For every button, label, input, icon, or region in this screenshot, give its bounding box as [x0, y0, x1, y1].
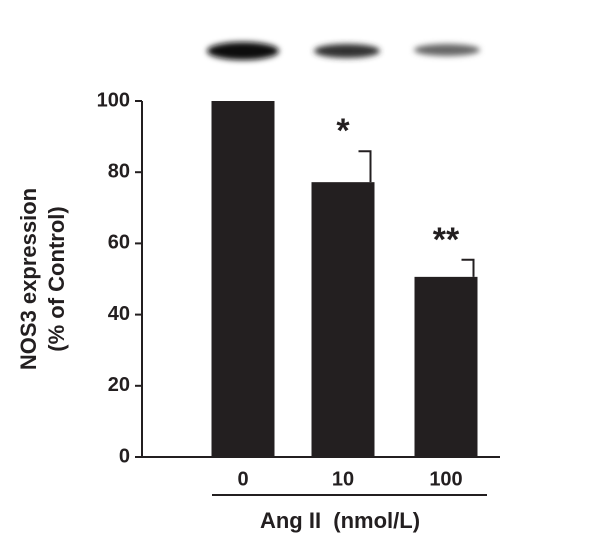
bar — [211, 101, 275, 457]
y-tick-label: 80 — [108, 160, 130, 182]
error-bar — [461, 258, 475, 277]
y-tick-label: 100 — [97, 89, 130, 111]
y-axis-label: NOS3 expression — [16, 188, 41, 370]
x-tick-label: 0 — [237, 468, 248, 490]
x-tick-label: 10 — [332, 468, 354, 490]
y-tick-label: 60 — [108, 232, 130, 254]
y-axis-label: (% of Control) — [44, 206, 69, 351]
y-tick-label: 0 — [119, 445, 130, 467]
bar — [311, 182, 375, 457]
western-blot — [207, 42, 480, 60]
y-tick-label: 20 — [108, 374, 130, 396]
x-axis-label: Ang II (nmol/L) — [260, 508, 420, 533]
x-tick-label: 100 — [429, 468, 462, 490]
bar — [414, 276, 478, 457]
error-bar — [358, 150, 372, 183]
y-tick-label: 40 — [108, 303, 130, 325]
significance-mark: ** — [433, 221, 460, 259]
significance-mark: * — [336, 112, 350, 150]
